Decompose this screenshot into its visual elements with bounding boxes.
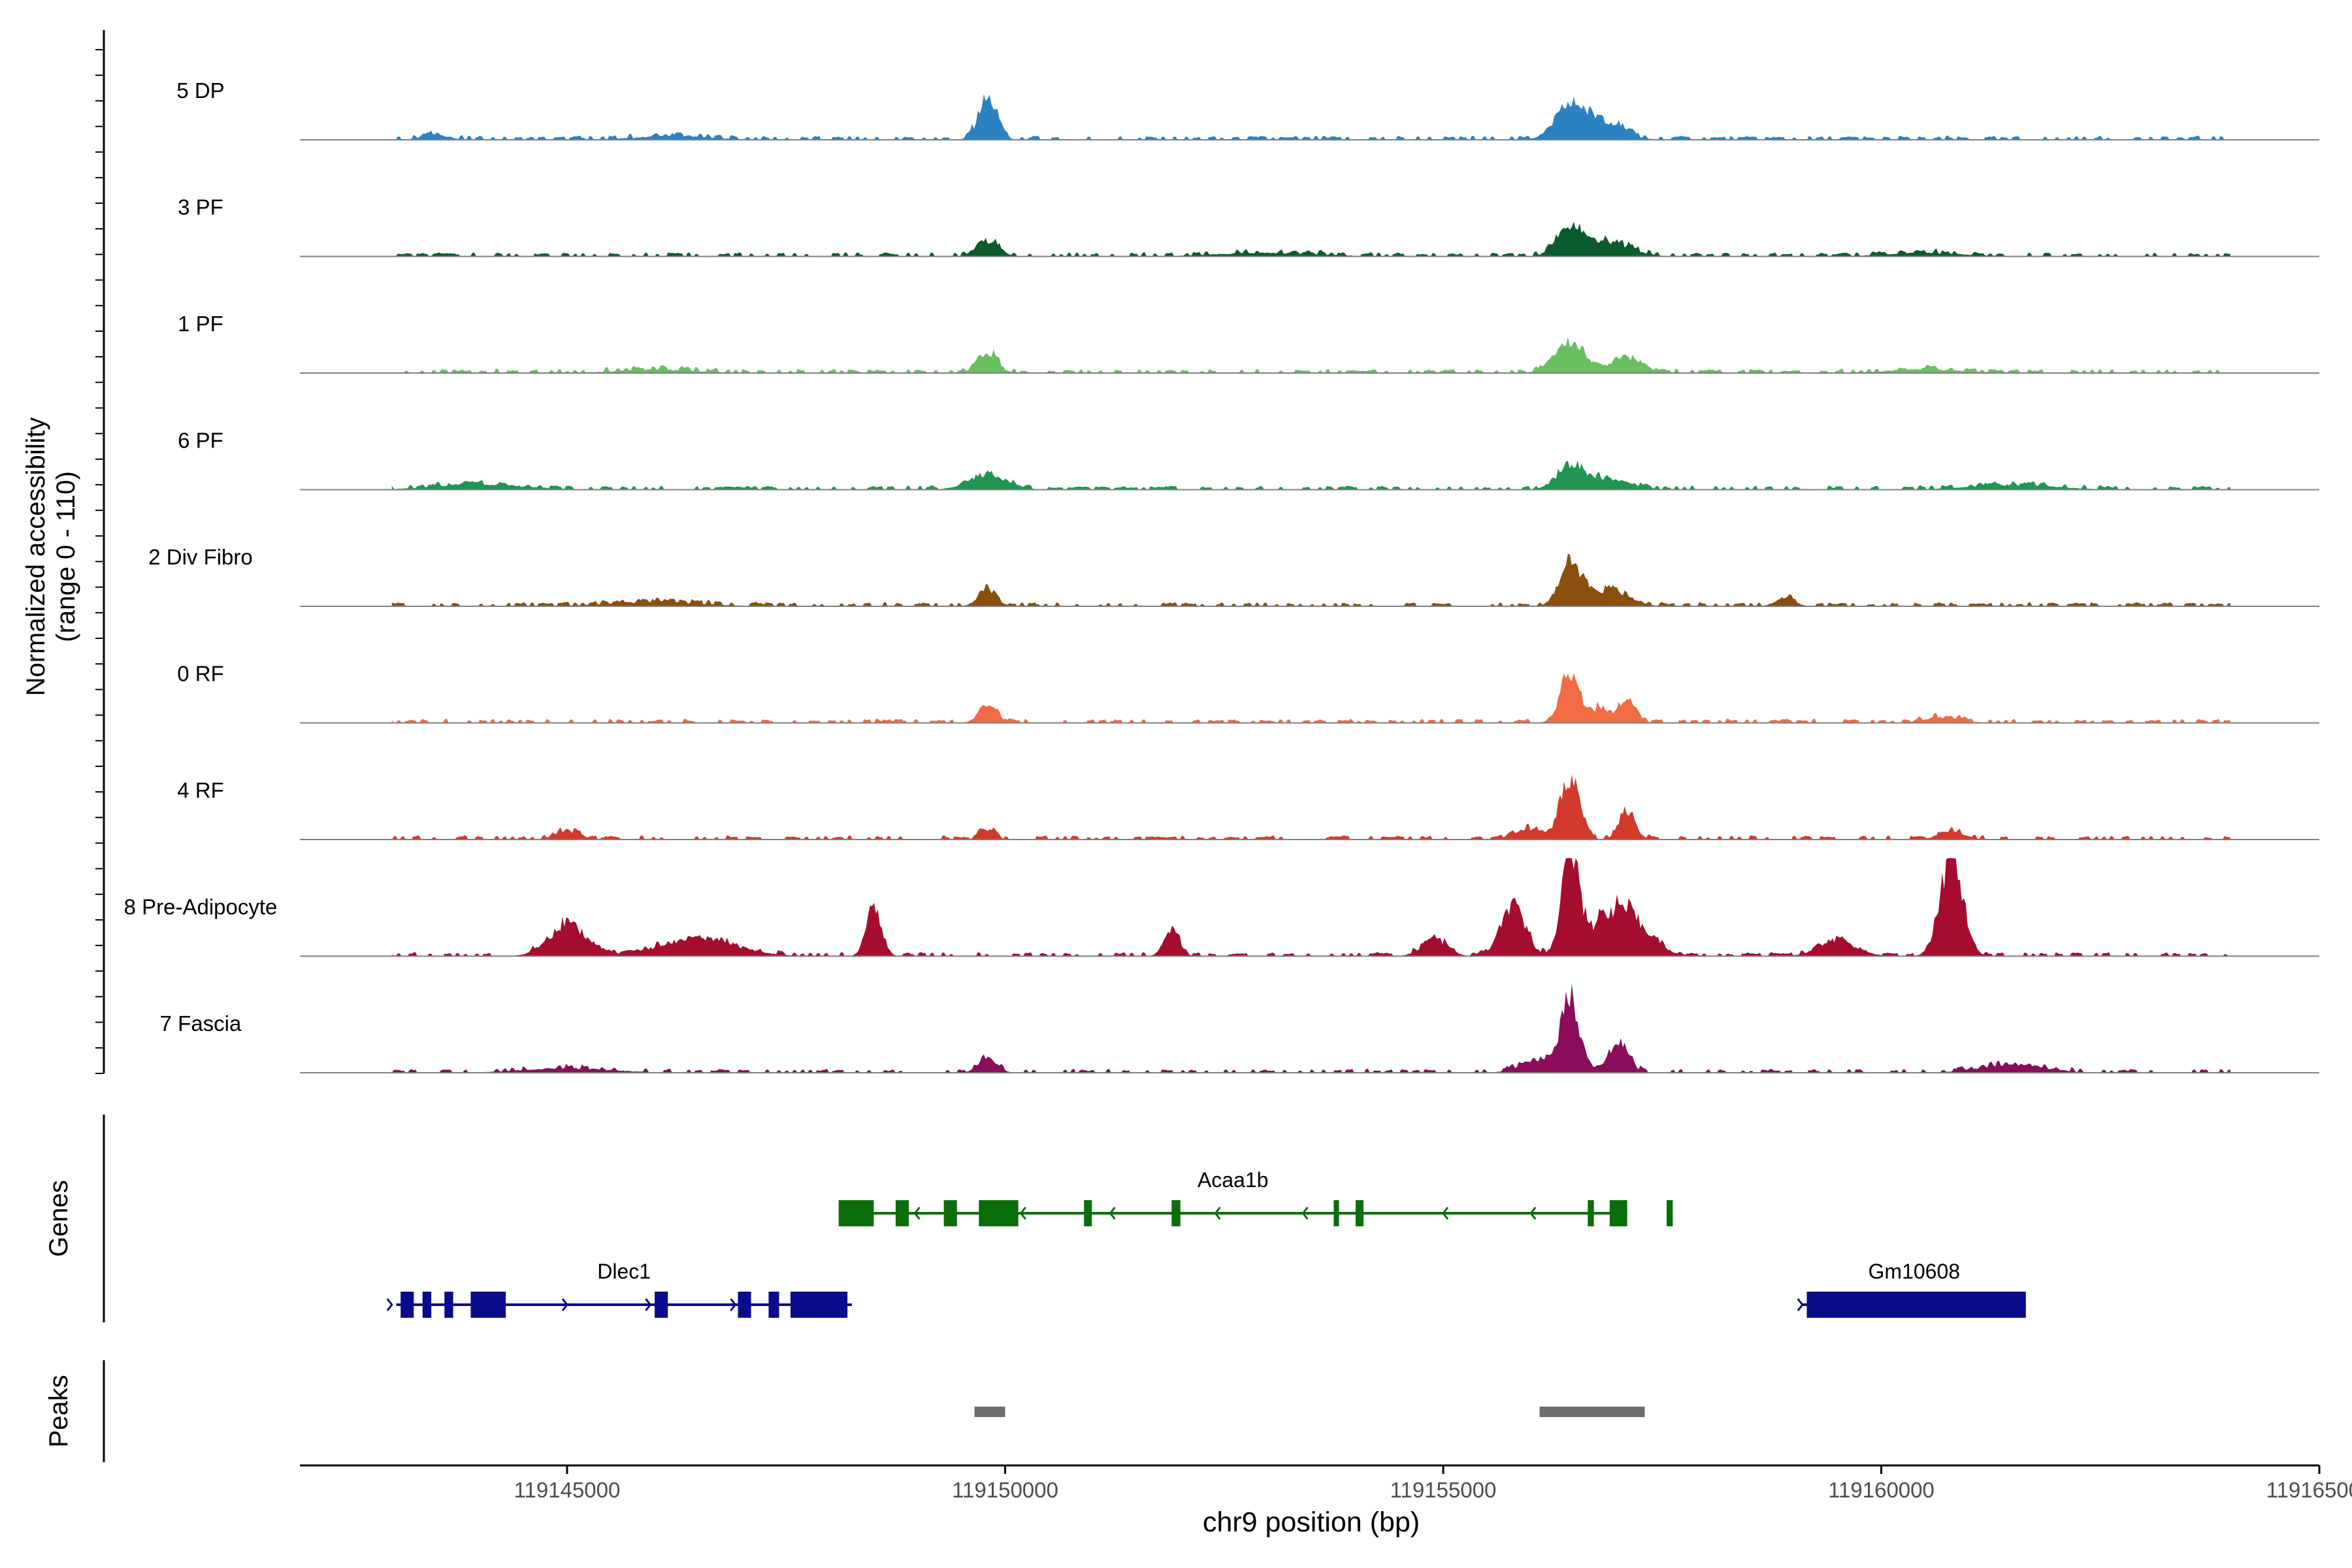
accessibility-y-axis: [95, 30, 105, 1074]
coverage-area-7: [391, 774, 2230, 840]
track-label: 6 PF: [178, 429, 223, 453]
gene-strand-arrow: [645, 1298, 652, 1311]
coverage-area-9: [391, 983, 2230, 1073]
gene-exon: [1806, 1292, 2026, 1318]
peaks-track-label: Peaks: [44, 1375, 73, 1447]
gene-track: Acaa1b Dlec1 Gm10608: [386, 1168, 2026, 1318]
gene-exon: [400, 1292, 414, 1318]
genes-track-label: Genes: [44, 1180, 73, 1257]
gene-exon: [1171, 1200, 1181, 1226]
peak-region: [1539, 1407, 1645, 1417]
genomic-x-axis: 119145000 119150000 119155000 119160000 1191…: [300, 1464, 2352, 1502]
gene-exon: [895, 1200, 909, 1226]
gene-exon: [444, 1292, 453, 1318]
gene-exon: [422, 1292, 432, 1318]
track-label: 5 DP: [176, 78, 224, 103]
track-label: 2 Div Fibro: [148, 545, 253, 569]
track-label: 0 RF: [177, 662, 224, 686]
gene-strand-arrow: [386, 1298, 393, 1311]
x-tick-label: 119165000: [2266, 1478, 2352, 1502]
gene-name-label: Acaa1b: [1198, 1168, 1269, 1192]
coverage-tracks: 5 DP 3 PF 1 PF 6 PF 2 Div Fibro 0 RF 4 RF 8 Pre…: [124, 78, 2319, 1073]
track-label: 8 Pre-Adipocyte: [124, 895, 278, 919]
gene-strand-arrow: [1529, 1207, 1537, 1220]
coverage-area-6: [391, 673, 2230, 723]
gene-exon: [655, 1292, 668, 1318]
gene-exon: [470, 1292, 506, 1318]
coverage-area-8: [391, 858, 2230, 956]
coverage-area-3: [391, 337, 2230, 373]
track-label: 1 PF: [178, 312, 223, 336]
gene-strand-arrow: [730, 1298, 737, 1311]
gene-strand-arrow: [1442, 1207, 1449, 1220]
gene-exon: [768, 1292, 779, 1318]
gene-name-label: Dlec1: [597, 1260, 651, 1283]
gene-exon: [943, 1200, 957, 1226]
coverage-area-5: [391, 553, 2230, 606]
gene-strand-arrow: [1797, 1298, 1804, 1311]
coverage-area-1: [391, 94, 2230, 140]
x-axis-label: chr9 position (bp): [1203, 1507, 1420, 1538]
gene-exon: [1355, 1200, 1364, 1226]
gene-strand-arrow: [1214, 1207, 1221, 1220]
x-tick-label: 119150000: [952, 1478, 1058, 1502]
gene-strand-arrow: [1019, 1207, 1026, 1220]
peak-track: [974, 1407, 1645, 1417]
gene-exon: [1588, 1200, 1594, 1226]
gene-strand-arrow: [561, 1298, 568, 1311]
gene-exon: [1609, 1200, 1627, 1226]
peak-region: [974, 1407, 1005, 1417]
gene-exon: [1666, 1200, 1673, 1226]
track-label: 4 RF: [177, 778, 224, 802]
gene-strand-arrow: [1301, 1207, 1309, 1220]
coverage-area-4: [391, 460, 2230, 490]
gene-exon: [1084, 1200, 1092, 1226]
x-tick-label: 119160000: [1828, 1478, 1935, 1502]
gene-strand-arrow: [913, 1207, 921, 1220]
x-tick-label: 119155000: [1390, 1478, 1497, 1502]
gene-name-label: Gm10608: [1869, 1260, 1961, 1283]
gene-exon: [979, 1200, 1019, 1226]
gene-exon: [738, 1292, 751, 1318]
track-label: 3 PF: [178, 195, 223, 220]
coverage-area-2: [391, 221, 2230, 257]
gene-exon: [838, 1200, 874, 1226]
gene-exon: [790, 1292, 848, 1318]
y-axis-label-line1: Normalized accessibility: [22, 417, 50, 696]
gene-strand-arrow: [1109, 1207, 1116, 1220]
y-axis-label-line2: (range 0 - 110): [52, 471, 80, 642]
gene-exon: [1333, 1200, 1339, 1226]
track-label: 7 Fascia: [160, 1011, 242, 1036]
x-tick-label: 119145000: [514, 1478, 621, 1502]
